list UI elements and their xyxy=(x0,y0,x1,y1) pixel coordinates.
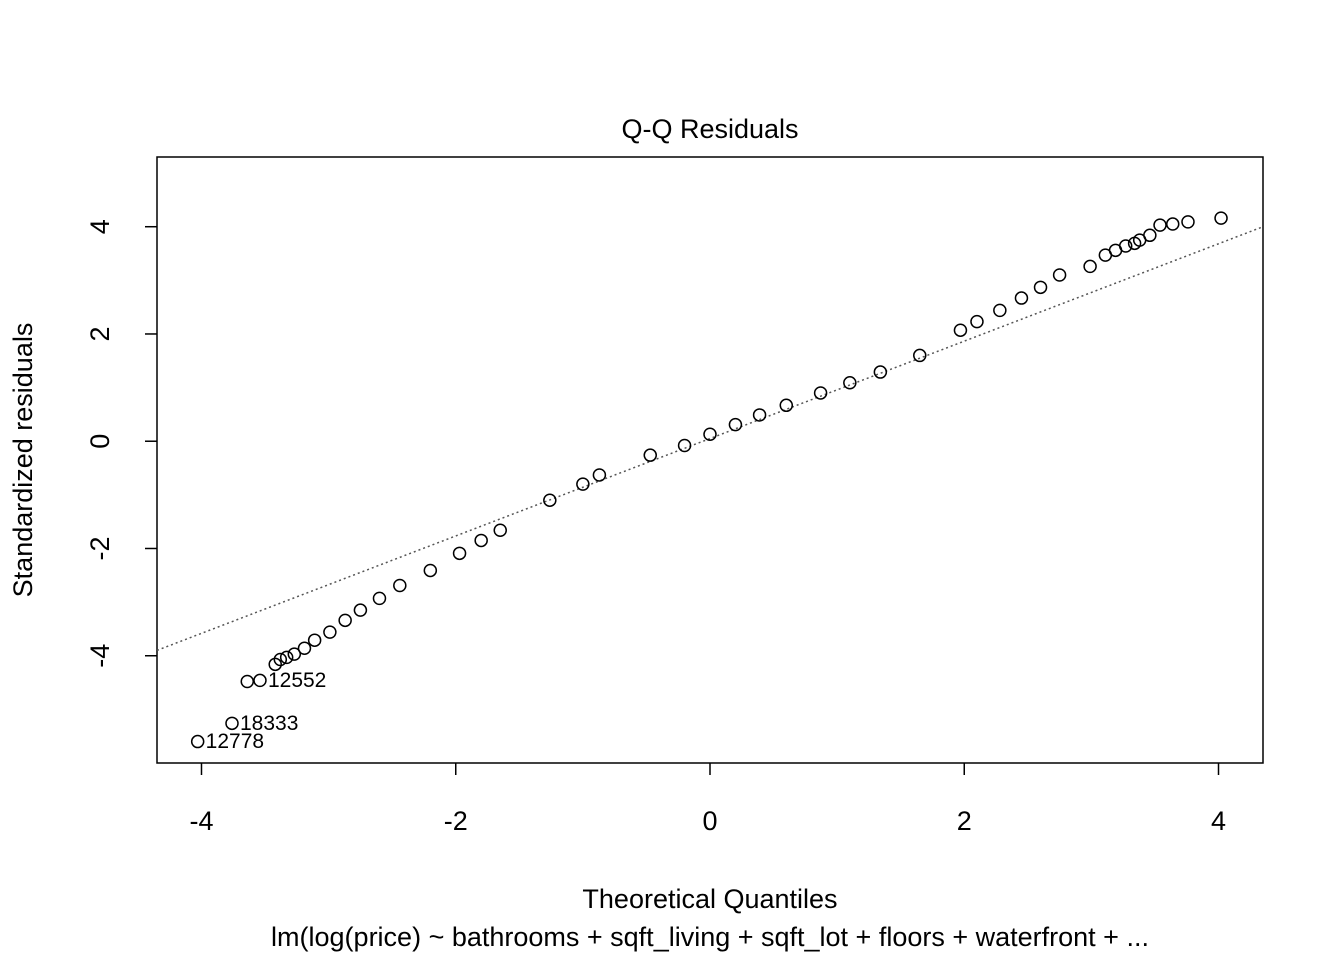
reference-line xyxy=(156,226,1264,652)
point xyxy=(253,673,267,688)
x-tick-label: 2 xyxy=(957,806,972,836)
point xyxy=(813,386,828,400)
point xyxy=(452,546,467,561)
point xyxy=(323,625,337,639)
x-axis-label: Theoretical Quantiles xyxy=(582,884,837,914)
point xyxy=(297,641,312,655)
y-tick-label: 4 xyxy=(85,219,115,234)
point xyxy=(1052,268,1067,282)
point xyxy=(643,448,658,462)
point xyxy=(1083,259,1097,274)
point xyxy=(752,408,767,422)
point xyxy=(240,674,255,689)
point xyxy=(279,650,294,665)
point xyxy=(307,633,322,647)
y-tick-label: 0 xyxy=(85,434,115,449)
point xyxy=(190,734,205,749)
point xyxy=(543,493,557,507)
point xyxy=(728,417,743,432)
y-tick-label: -4 xyxy=(85,644,115,668)
point xyxy=(225,716,239,731)
point xyxy=(1153,218,1167,232)
point xyxy=(843,376,857,390)
point xyxy=(423,563,438,578)
point xyxy=(913,348,927,363)
point xyxy=(1118,239,1133,253)
point xyxy=(393,578,407,593)
point xyxy=(1165,217,1180,231)
x-tick-label: -2 xyxy=(444,806,468,836)
point-label: 12552 xyxy=(268,669,326,692)
point xyxy=(703,427,717,442)
point xyxy=(1014,291,1029,305)
subtitle: lm(log(price) ~ bathrooms + sqft_living … xyxy=(271,922,1149,952)
x-tick-label: 4 xyxy=(1211,806,1226,836)
x-tick-label: -4 xyxy=(189,806,213,836)
point xyxy=(677,438,692,453)
point xyxy=(372,591,387,606)
point xyxy=(474,533,488,548)
x-tick-label: 0 xyxy=(702,806,717,836)
point xyxy=(1033,280,1048,295)
y-axis-label: Standardized residuals xyxy=(8,323,38,598)
y-tick-label: -2 xyxy=(85,536,115,560)
point-label: 18333 xyxy=(240,712,298,735)
point xyxy=(1181,215,1195,229)
point xyxy=(273,652,288,667)
point xyxy=(1214,211,1228,225)
point xyxy=(338,613,352,628)
point xyxy=(493,523,507,538)
point xyxy=(779,398,794,413)
point xyxy=(953,323,968,337)
point xyxy=(873,365,888,379)
point xyxy=(268,657,282,672)
point xyxy=(970,314,984,329)
point xyxy=(1143,228,1157,243)
point xyxy=(993,303,1007,318)
point xyxy=(287,647,302,661)
y-tick-label: 2 xyxy=(85,326,115,341)
point xyxy=(576,477,590,491)
point xyxy=(592,468,607,482)
point-label: 12778 xyxy=(206,730,264,753)
point xyxy=(353,603,368,617)
chart-title: Q-Q Residuals xyxy=(621,114,798,144)
